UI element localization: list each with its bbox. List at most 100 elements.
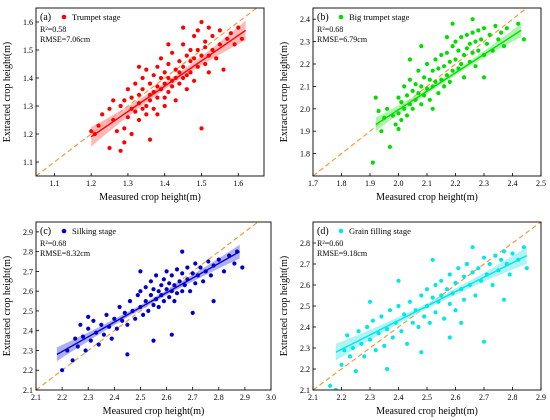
data-point-69 (510, 251, 515, 256)
data-point-58 (180, 271, 185, 276)
data-point-9 (359, 341, 364, 346)
data-point-80 (407, 57, 412, 62)
x-tick-label: 2.8 (508, 393, 518, 402)
data-point-51 (169, 273, 174, 278)
data-point-8 (396, 95, 401, 100)
y-tick-label: 2.4 (300, 323, 310, 332)
y-tick-label: 2.1 (23, 386, 33, 395)
data-point-62 (188, 289, 193, 294)
data-point-30 (427, 77, 432, 82)
data-point-80 (430, 257, 435, 262)
data-point-66 (479, 37, 484, 42)
data-point-15 (404, 113, 410, 118)
data-point-75 (501, 44, 507, 49)
data-point-4 (107, 145, 112, 151)
data-point-44 (447, 59, 452, 64)
data-point-68 (507, 272, 512, 277)
data-point-23 (140, 75, 145, 81)
data-point-52 (459, 61, 464, 67)
data-point-54 (461, 52, 467, 58)
data-point-56 (181, 42, 186, 47)
data-point-81 (501, 297, 507, 302)
data-point-51 (461, 297, 467, 302)
data-point-14 (129, 131, 134, 137)
data-point-64 (476, 28, 481, 33)
data-point-32 (143, 285, 148, 290)
x-tick-label: 2.6 (162, 393, 172, 402)
rmse-label: RMSE=7.06cm (40, 35, 91, 44)
y-tick-label: 1.4 (23, 74, 33, 83)
data-point-24 (127, 299, 133, 304)
data-point-33 (146, 308, 151, 313)
data-point-63 (190, 271, 195, 276)
data-point-36 (151, 302, 156, 308)
x-tick-label: 2.3 (479, 179, 489, 188)
data-point-30 (147, 98, 153, 103)
data-point-82 (470, 17, 475, 22)
data-point-13 (99, 322, 104, 327)
data-point-24 (419, 84, 424, 89)
data-point-77 (459, 320, 464, 325)
data-point-84 (151, 338, 156, 343)
y-tick-label: 2.3 (23, 346, 33, 355)
data-point-19 (114, 326, 119, 331)
data-point-64 (193, 281, 198, 286)
data-point-78 (240, 265, 245, 270)
data-point-19 (136, 117, 142, 123)
data-point-62 (490, 282, 495, 288)
data-point-55 (174, 267, 180, 272)
data-point-83 (444, 35, 449, 40)
y-tick-label: 2.3 (300, 344, 310, 353)
data-point-36 (436, 91, 441, 96)
legend-marker (338, 14, 344, 20)
data-point-12 (125, 87, 130, 92)
data-point-10 (399, 100, 404, 105)
data-point-42 (444, 50, 449, 55)
data-point-77 (516, 21, 521, 26)
data-point-10 (362, 354, 367, 359)
data-point-18 (385, 327, 390, 332)
data-point-65 (192, 33, 197, 39)
data-point-58 (181, 75, 186, 81)
data-point-73 (385, 366, 390, 372)
data-point-46 (453, 280, 458, 285)
data-point-67 (198, 265, 203, 270)
data-point-2 (379, 129, 384, 134)
data-point-7 (353, 369, 358, 374)
data-point-93 (136, 64, 142, 69)
data-point-20 (413, 82, 418, 87)
data-point-52 (173, 98, 178, 103)
data-point-1 (333, 387, 338, 390)
data-point-61 (470, 50, 475, 55)
data-point-23 (125, 322, 130, 327)
rmse-label: RMSE=9.18cm (317, 249, 368, 258)
data-point-74 (221, 269, 227, 274)
x-tick-label: 1.5 (196, 179, 206, 188)
x-tick-label: 1.9 (365, 179, 375, 188)
data-point-2 (70, 358, 75, 363)
x-tick-label: 2.7 (188, 393, 198, 402)
data-point-0 (60, 368, 65, 373)
data-point-37 (433, 310, 438, 315)
data-point-92 (181, 25, 186, 30)
data-point-59 (481, 255, 487, 260)
data-point-48 (167, 295, 172, 300)
data-point-18 (112, 316, 117, 321)
x-axis-label: Measured crop height(m) (376, 406, 478, 417)
data-point-15 (376, 331, 381, 336)
data-point-5 (107, 106, 112, 111)
data-point-76 (481, 339, 487, 344)
data-point-66 (501, 249, 507, 254)
y-tick-label: 1.1 (23, 158, 33, 167)
data-point-9 (118, 148, 123, 153)
data-point-67 (192, 78, 197, 83)
data-point-20 (117, 304, 122, 310)
panel-label: (a) (40, 12, 51, 23)
data-point-21 (120, 318, 125, 323)
data-point-10 (122, 126, 127, 131)
data-point-4 (75, 344, 80, 349)
y-tick-label: 1.5 (23, 46, 33, 55)
data-point-31 (422, 314, 427, 319)
one-to-one-line (36, 8, 258, 176)
data-point-43 (447, 301, 452, 306)
